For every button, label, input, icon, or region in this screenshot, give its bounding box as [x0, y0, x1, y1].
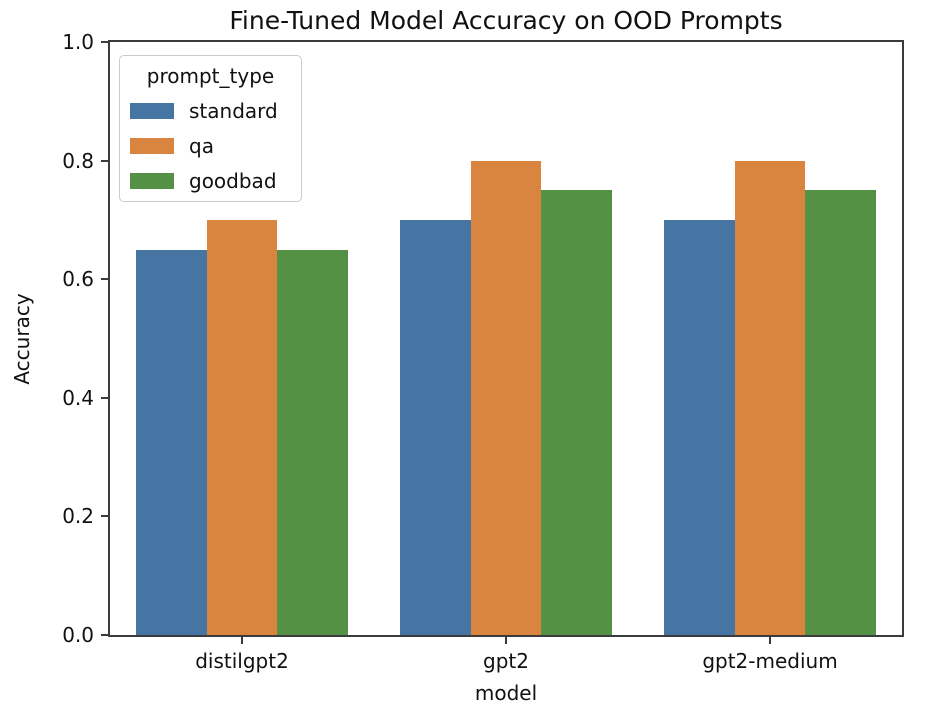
- legend-item-qa: qa: [130, 134, 291, 158]
- y-tick-label-0.4: 0.4: [62, 385, 94, 410]
- y-tick-label-0.8: 0.8: [62, 148, 94, 173]
- y-tick-0.8: [101, 159, 108, 162]
- legend-title: prompt_type: [146, 64, 275, 88]
- bar-goodbad-distilgpt2: [277, 249, 348, 635]
- y-tick-0.0: [101, 634, 108, 636]
- y-tick-0.4: [101, 396, 108, 399]
- legend: prompt_type standard qa goodbad: [119, 55, 302, 202]
- legend-item-standard: standard: [130, 99, 291, 123]
- y-tick-0.2: [101, 515, 108, 518]
- x-axis-label: model: [474, 681, 538, 705]
- y-tick-1.0: [101, 41, 108, 43]
- bar-qa-gpt2-medium: [734, 160, 806, 635]
- y-axis-label: Accuracy: [10, 292, 34, 385]
- bar-qa-distilgpt2: [206, 219, 278, 635]
- legend-swatch-standard: [130, 103, 174, 119]
- x-tick-distilgpt2: [241, 637, 243, 644]
- y-tick-label-0.2: 0.2: [62, 504, 94, 529]
- legend-swatch-qa: [130, 138, 174, 154]
- bar-standard-gpt2-medium: [664, 219, 735, 635]
- legend-label-goodbad: goodbad: [189, 169, 277, 193]
- legend-swatch-goodbad: [130, 173, 174, 189]
- bar-standard-gpt2: [400, 219, 471, 635]
- chart-title: Fine-Tuned Model Accuracy on OOD Prompts: [229, 6, 783, 35]
- x-tick-label-gpt2: gpt2: [483, 649, 529, 673]
- x-tick-gpt2: [505, 637, 507, 644]
- legend-items: standard qa goodbad: [130, 99, 291, 193]
- legend-item-goodbad: goodbad: [130, 169, 291, 193]
- bar-standard-distilgpt2: [136, 249, 207, 635]
- y-tick-label-0.0: 0.0: [62, 623, 94, 647]
- bar-goodbad-gpt2: [541, 190, 612, 635]
- bar-qa-gpt2: [470, 160, 542, 635]
- y-tick-label-1.0: 1.0: [62, 30, 94, 54]
- y-tick-0.6: [101, 278, 108, 281]
- legend-label-standard: standard: [189, 99, 278, 123]
- legend-label-qa: qa: [189, 134, 214, 158]
- x-tick-gpt2-medium: [769, 637, 771, 644]
- bar-goodbad-gpt2-medium: [805, 190, 876, 635]
- x-tick-label-distilgpt2: distilgpt2: [195, 649, 289, 673]
- y-tick-label-0.6: 0.6: [62, 267, 94, 292]
- x-tick-label-gpt2-medium: gpt2-medium: [702, 649, 838, 673]
- plot-area: Fine-Tuned Model Accuracy on OOD Prompts…: [10, 6, 904, 705]
